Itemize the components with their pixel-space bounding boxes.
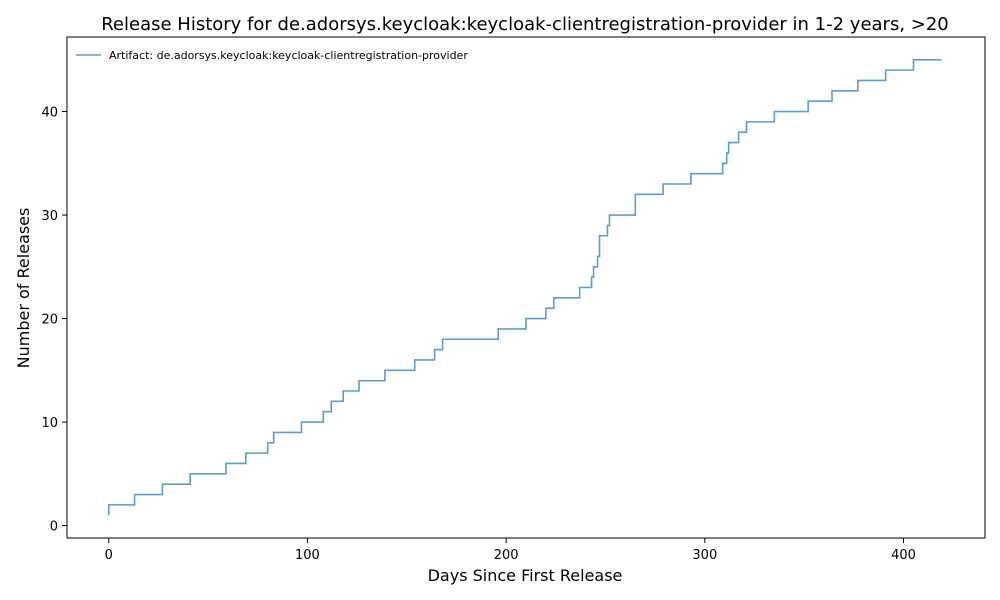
x-axis-label: Days Since First Release bbox=[428, 566, 623, 585]
y-tick-label: 30 bbox=[41, 209, 58, 224]
x-tick-label: 0 bbox=[105, 548, 113, 563]
y-axis-label: Number of Releases bbox=[14, 208, 33, 369]
x-tick-label: 100 bbox=[295, 548, 320, 563]
x-tick-label: 200 bbox=[494, 548, 519, 563]
y-tick-label: 40 bbox=[41, 106, 58, 121]
chart-title: Release History for de.adorsys.keycloak:… bbox=[101, 14, 949, 35]
x-tick-label: 300 bbox=[692, 548, 717, 563]
legend-entry: Artifact: de.adorsys.keycloak:keycloak-c… bbox=[109, 49, 468, 62]
y-tick-label: 10 bbox=[41, 416, 58, 431]
plot-area bbox=[66, 36, 986, 539]
x-axis-ticks: 0 100 200 300 400 bbox=[105, 538, 916, 563]
series-step-line bbox=[107, 58, 942, 516]
y-axis-ticks: 0 10 20 30 40 bbox=[41, 106, 67, 535]
y-tick-label: 0 bbox=[50, 520, 58, 535]
y-tick-label: 20 bbox=[41, 313, 58, 328]
legend: Artifact: de.adorsys.keycloak:keycloak-c… bbox=[76, 49, 468, 62]
x-tick-label: 400 bbox=[891, 548, 916, 563]
